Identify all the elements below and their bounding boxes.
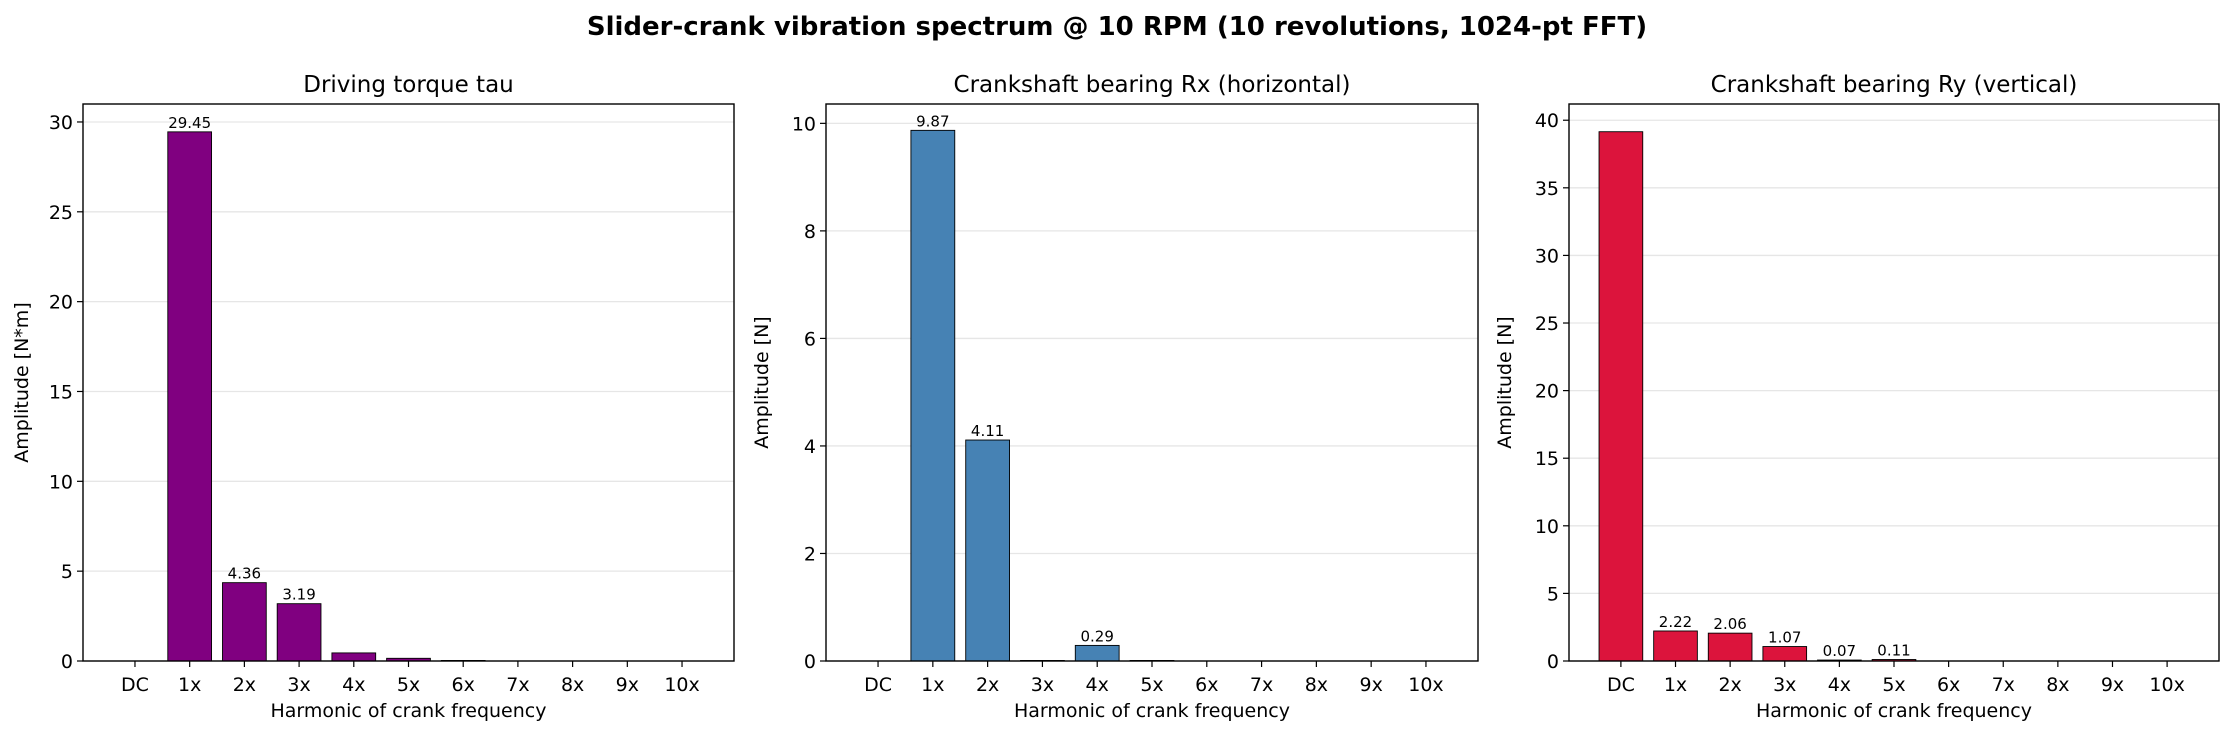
panel-1: 0 5 10 15 20 25 30 DC 1x 29.45 2x 4.36 3x 3.19 4x 5x 6x 7…: [11, 72, 735, 722]
y-tick-label: 2: [804, 543, 816, 565]
bar-DC: [1598, 131, 1644, 662]
y-tick-label: 35: [1535, 178, 1559, 200]
x-tick-label: DC: [864, 674, 892, 696]
x-tick-label: 3x: [1773, 674, 1796, 696]
x-tick-label: 7x: [1250, 674, 1273, 696]
data-label: 0.07: [1823, 642, 1856, 660]
axes-frame: [825, 103, 1479, 662]
y-tick-label: 15: [1535, 448, 1559, 470]
x-tick-label: 4x: [1828, 674, 1851, 696]
x-tick-label: 7x: [506, 674, 529, 696]
x-tick-label: 5x: [1882, 674, 1905, 696]
y-tick-label: 20: [49, 292, 73, 314]
x-tick-label: 6x: [452, 674, 475, 696]
data-label: 9.87: [916, 112, 949, 130]
y-axis-label: Amplitude [N]: [751, 316, 773, 448]
y-tick-label: 0: [61, 651, 73, 673]
y-tick-label: 10: [792, 113, 816, 135]
y-tick-label: 25: [49, 202, 73, 224]
x-tick-label: 5x: [1140, 674, 1163, 696]
x-tick-label: 4x: [1086, 674, 1109, 696]
y-axis-label: Amplitude [N*m]: [11, 302, 33, 462]
y-tick-label: 20: [1535, 381, 1559, 403]
bar-4x: [1074, 644, 1120, 662]
x-tick-label: 3x: [1031, 674, 1054, 696]
x-tick-label: 8x: [2046, 674, 2069, 696]
subplot-title: Crankshaft bearing Rx (horizontal): [954, 72, 1351, 98]
data-label: 4.11: [971, 422, 1004, 440]
x-tick-label: DC: [1607, 674, 1635, 696]
subplot-title: Crankshaft bearing Ry (vertical): [1711, 72, 2078, 98]
panel-3: 0 5 10 15 20 25 30 35 40 DC 1x 2.22 2x 2.06 3x 1.07 4x 0.…: [1494, 72, 2220, 722]
data-label: 0.29: [1081, 627, 1114, 645]
bar-3x: [276, 603, 322, 662]
x-tick-label: 7x: [1992, 674, 2015, 696]
y-tick-label: 10: [49, 471, 73, 493]
x-tick-label: 2x: [1718, 674, 1741, 696]
figure-suptitle: Slider-crank vibration spectrum @ 10 RPM…: [587, 12, 1647, 42]
x-tick-label: 9x: [1359, 674, 1382, 696]
data-label: 29.45: [168, 114, 211, 132]
x-axis-label: Harmonic of crank frequency: [1014, 700, 1290, 722]
x-tick-label: 3x: [287, 674, 310, 696]
x-tick-label: 6x: [1937, 674, 1960, 696]
data-label: 2.22: [1659, 613, 1692, 631]
data-label: 2.06: [1713, 615, 1746, 633]
x-axis-label: Harmonic of crank frequency: [1756, 700, 2032, 722]
x-tick-label: 8x: [561, 674, 584, 696]
x-tick-label: 10x: [664, 674, 699, 696]
x-tick-label: 9x: [2101, 674, 2124, 696]
x-tick-label: 2x: [233, 674, 256, 696]
y-tick-label: 10: [1535, 516, 1559, 538]
x-tick-label: 6x: [1195, 674, 1218, 696]
x-tick-label: 10x: [1408, 674, 1443, 696]
axes-frame: [1568, 103, 2220, 662]
y-tick-label: 30: [1535, 245, 1559, 267]
bar-1x: [910, 129, 956, 662]
x-tick-label: 4x: [342, 674, 365, 696]
y-axis-label: Amplitude [N]: [1494, 316, 1516, 448]
subplot-title: Driving torque tau: [303, 72, 514, 98]
x-axis-label: Harmonic of crank frequency: [271, 700, 547, 722]
x-tick-label: 2x: [976, 674, 999, 696]
y-tick-label: 0: [804, 651, 816, 673]
bar-4x: [331, 652, 377, 662]
x-tick-label: 10x: [2149, 674, 2184, 696]
y-tick-label: 5: [1547, 583, 1559, 605]
y-tick-label: 6: [804, 328, 816, 350]
x-tick-label: 5x: [397, 674, 420, 696]
panel-2: 0 2 4 6 8 10 DC 1x 9.87 2x 4.11 3x 4x 0.29 5x 6x 7x 8x 9x 1…: [751, 72, 1479, 722]
x-tick-label: 1x: [1664, 674, 1687, 696]
y-tick-label: 25: [1535, 313, 1559, 335]
x-tick-label: 9x: [616, 674, 639, 696]
data-label: 4.36: [228, 565, 261, 583]
x-tick-label: 8x: [1305, 674, 1328, 696]
y-tick-label: 4: [804, 436, 816, 458]
data-label: 1.07: [1768, 629, 1801, 647]
bar-2x: [1707, 632, 1753, 662]
bar-1x: [167, 131, 213, 662]
bar-2x: [222, 582, 267, 662]
data-label: 3.19: [282, 586, 315, 604]
axes-frame: [82, 103, 735, 662]
bar-3x: [1762, 646, 1808, 662]
y-tick-label: 0: [1547, 651, 1559, 673]
y-tick-label: 8: [804, 221, 816, 243]
y-tick-label: 30: [49, 112, 73, 134]
x-tick-label: DC: [121, 674, 149, 696]
x-tick-label: 1x: [178, 674, 201, 696]
x-tick-label: 1x: [921, 674, 944, 696]
bar-2x: [965, 439, 1010, 662]
y-tick-label: 40: [1535, 110, 1559, 132]
y-tick-label: 15: [49, 381, 73, 403]
y-tick-label: 5: [61, 561, 73, 583]
data-label: 0.11: [1877, 642, 1910, 660]
bar-1x: [1653, 630, 1698, 662]
